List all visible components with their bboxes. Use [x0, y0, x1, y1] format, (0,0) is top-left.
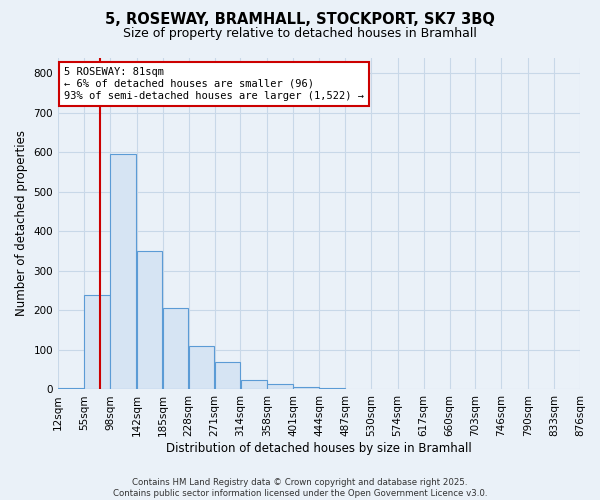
- X-axis label: Distribution of detached houses by size in Bramhall: Distribution of detached houses by size …: [166, 442, 472, 455]
- Bar: [110, 154, 136, 390]
- Bar: [84, 294, 110, 390]
- Bar: [137, 251, 163, 390]
- Bar: [58, 388, 84, 390]
- Bar: [215, 362, 241, 390]
- Text: 5, ROSEWAY, BRAMHALL, STOCKPORT, SK7 3BQ: 5, ROSEWAY, BRAMHALL, STOCKPORT, SK7 3BQ: [105, 12, 495, 28]
- Text: 5 ROSEWAY: 81sqm
← 6% of detached houses are smaller (96)
93% of semi-detached h: 5 ROSEWAY: 81sqm ← 6% of detached houses…: [64, 68, 364, 100]
- Text: Contains HM Land Registry data © Crown copyright and database right 2025.
Contai: Contains HM Land Registry data © Crown c…: [113, 478, 487, 498]
- Bar: [241, 380, 267, 390]
- Bar: [163, 308, 188, 390]
- Bar: [188, 346, 214, 390]
- Bar: [267, 384, 293, 390]
- Y-axis label: Number of detached properties: Number of detached properties: [15, 130, 28, 316]
- Text: Size of property relative to detached houses in Bramhall: Size of property relative to detached ho…: [123, 28, 477, 40]
- Bar: [319, 388, 345, 390]
- Bar: [293, 388, 319, 390]
